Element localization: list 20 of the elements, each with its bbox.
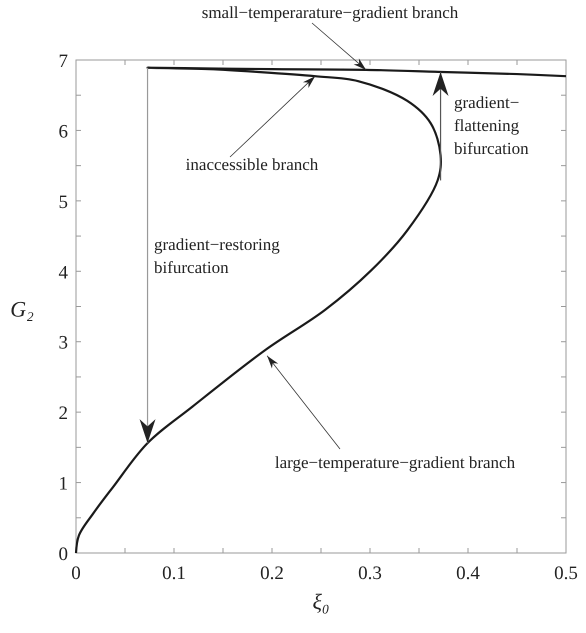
x-axis-title: ξ₀ xyxy=(312,589,330,614)
annotation: gradient−restoring bifurcation xyxy=(154,235,280,277)
y-tick-label: 0 xyxy=(58,544,68,565)
annotation: large−temperature−gradient branch xyxy=(274,453,516,472)
annotation: inaccessible branch xyxy=(186,155,319,174)
annotation: gradient− flattening bifurcation xyxy=(454,93,530,158)
y-tick-label: 6 xyxy=(58,121,68,142)
x-tick-label: 0.4 xyxy=(456,563,480,584)
x-tick-label: 0.3 xyxy=(358,563,382,584)
y-tick-label: 2 xyxy=(58,403,68,424)
y-tick-label: 4 xyxy=(58,262,68,284)
y-tick-label: 1 xyxy=(58,474,68,495)
x-tick-label: 0.1 xyxy=(162,563,186,584)
x-tick-label: 0.2 xyxy=(260,563,284,584)
y-tick-label: 5 xyxy=(58,192,68,213)
annotation: small−temperarature−gradient branch xyxy=(202,3,459,22)
y-tick-label: 7 xyxy=(58,51,68,72)
y-tick-label: 3 xyxy=(58,332,68,354)
x-tick-label: 0.5 xyxy=(554,563,578,584)
y-axis-title: G₂ xyxy=(10,296,34,322)
